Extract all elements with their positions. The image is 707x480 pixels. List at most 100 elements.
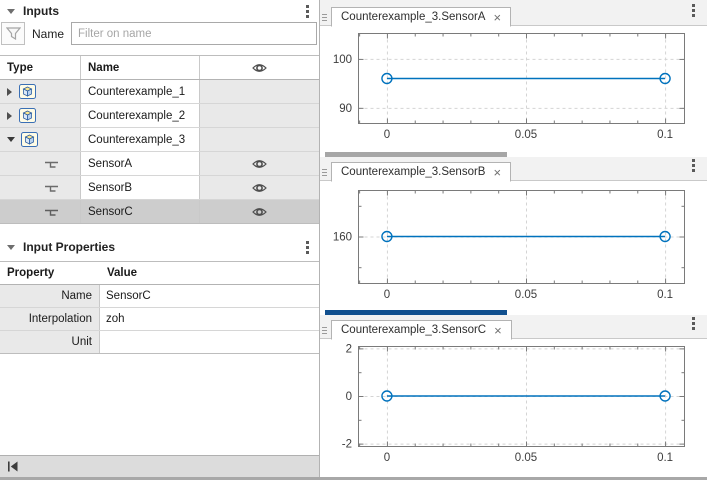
property-value[interactable]: zoh [100, 308, 319, 330]
drag-grip-icon[interactable] [322, 169, 327, 176]
tab-bar: Counterexample_3.SensorB × [320, 156, 707, 182]
expand-arrow-icon[interactable] [7, 111, 12, 120]
eye-icon [252, 183, 267, 192]
svg-text:-2: -2 [342, 439, 352, 451]
plot-pane-sensora: Counterexample_3.SensorA × 0 0.05 0.1 90 100 [320, 0, 707, 152]
plot-pane-sensorc: Counterexample_3.SensorC × 0 0.05 0.1 -2 0 2 [320, 310, 707, 480]
tab-counterexample3-sensora[interactable]: Counterexample_3.SensorA × [331, 7, 512, 27]
property-row-name: Name SensorC [0, 285, 319, 308]
tab-bar: Counterexample_3.SensorA × [320, 0, 707, 27]
svg-text:0: 0 [384, 129, 390, 141]
property-column-header: Property [0, 262, 100, 284]
table-row[interactable]: Counterexample_2 [0, 104, 319, 128]
filter-input[interactable] [71, 22, 317, 45]
expand-arrow-icon[interactable] [7, 87, 12, 96]
skip-to-start-icon[interactable] [7, 461, 19, 472]
tab-counterexample3-sensorb[interactable]: Counterexample_3.SensorB × [331, 162, 512, 182]
inputs-panel-title: Inputs [23, 4, 59, 18]
visibility-column-header[interactable] [200, 56, 319, 79]
svg-text:0: 0 [384, 289, 390, 301]
pane-divider-strip[interactable] [325, 152, 507, 157]
filter-name-label: Name [32, 26, 65, 41]
property-value[interactable]: SensorC [100, 285, 319, 307]
plot-sensorb[interactable]: 0 0.05 0.1 160 [320, 181, 707, 310]
plot-sensorc[interactable]: 0 0.05 0.1 -2 0 2 [320, 339, 707, 480]
filter-funnel-icon [5, 27, 21, 40]
drag-grip-icon[interactable] [322, 14, 327, 21]
tab-label: Counterexample_3.SensorB [341, 166, 486, 178]
input-properties-header: Input Properties [0, 236, 319, 258]
bus-icon [19, 84, 36, 99]
svg-text:0: 0 [346, 391, 352, 403]
window-bottom-edge [0, 477, 707, 480]
table-row[interactable]: SensorA [0, 152, 319, 176]
input-properties-section: Input Properties Property Value Name Sen… [0, 236, 319, 354]
visibility-toggle[interactable] [200, 152, 319, 175]
tab-label: Counterexample_3.SensorC [341, 324, 487, 336]
bus-icon [19, 108, 36, 123]
svg-text:160: 160 [333, 232, 352, 244]
properties-table: Property Value Name SensorC Interpolatio… [0, 261, 319, 354]
signal-icon [45, 209, 58, 216]
kebab-menu-icon[interactable] [689, 1, 698, 20]
plot-pane-sensorb: Counterexample_3.SensorB × 0 0.05 0.1 160 [320, 152, 707, 310]
table-row[interactable]: Counterexample_3 [0, 128, 319, 152]
value-column-header: Value [100, 262, 319, 284]
signal-icon [45, 161, 58, 168]
plot-sensora[interactable]: 0 0.05 0.1 90 100 [320, 26, 707, 152]
svg-text:0.05: 0.05 [515, 452, 537, 464]
tree-header-row: Type Name [0, 56, 319, 80]
table-row-selected[interactable]: SensorC [0, 200, 319, 223]
collapse-arrow-icon[interactable] [7, 137, 15, 142]
svg-text:90: 90 [339, 103, 352, 115]
collapse-arrow-icon[interactable] [7, 8, 15, 14]
kebab-menu-icon[interactable] [689, 156, 698, 175]
tab-bar: Counterexample_3.SensorC × [320, 314, 707, 340]
property-row-unit: Unit [0, 331, 319, 353]
eye-icon [252, 63, 267, 72]
kebab-menu-icon[interactable] [303, 238, 312, 257]
inputs-panel: Inputs Name Type Name [0, 0, 320, 480]
row-name[interactable]: Counterexample_3 [81, 128, 200, 151]
type-column-header[interactable]: Type [0, 56, 81, 79]
svg-text:0.05: 0.05 [515, 129, 537, 141]
properties-header-row: Property Value [0, 262, 319, 285]
svg-text:0.1: 0.1 [657, 452, 673, 464]
table-row[interactable]: SensorB [0, 176, 319, 200]
svg-text:0.1: 0.1 [657, 129, 673, 141]
filter-funnel-button[interactable] [1, 22, 25, 45]
close-icon[interactable]: × [493, 9, 502, 25]
svg-text:2: 2 [346, 343, 352, 355]
name-column-header[interactable]: Name [81, 56, 200, 79]
close-icon[interactable]: × [493, 164, 502, 180]
property-value[interactable] [100, 331, 319, 353]
close-icon[interactable]: × [494, 322, 502, 338]
svg-text:0.1: 0.1 [657, 289, 673, 301]
row-name[interactable]: Counterexample_1 [81, 80, 200, 103]
row-name[interactable]: SensorC [81, 200, 200, 223]
row-name[interactable]: SensorB [81, 176, 200, 199]
svg-text:0.05: 0.05 [515, 289, 537, 301]
property-label: Name [0, 285, 100, 307]
pane-divider-strip-active[interactable] [325, 310, 507, 315]
visibility-toggle[interactable] [200, 176, 319, 199]
inputs-tree-table: Type Name Counterexample_1 [0, 55, 319, 224]
svg-text:0: 0 [384, 452, 390, 464]
eye-icon [252, 207, 267, 216]
plots-panel: Counterexample_3.SensorA × 0 0.05 0.1 90 100… [320, 0, 707, 480]
visibility-toggle[interactable] [200, 200, 319, 223]
inputs-panel-header: Inputs [0, 0, 319, 22]
kebab-menu-icon[interactable] [303, 2, 312, 21]
collapse-arrow-icon[interactable] [7, 244, 15, 250]
tab-label: Counterexample_3.SensorA [341, 11, 486, 23]
property-label: Interpolation [0, 308, 100, 330]
row-name[interactable]: Counterexample_2 [81, 104, 200, 127]
table-row[interactable]: Counterexample_1 [0, 80, 319, 104]
bus-icon [21, 132, 38, 147]
row-name[interactable]: SensorA [81, 152, 200, 175]
timeline-bar [0, 455, 319, 477]
kebab-menu-icon[interactable] [689, 314, 698, 333]
property-label: Unit [0, 331, 100, 353]
tab-counterexample3-sensorc[interactable]: Counterexample_3.SensorC × [331, 320, 512, 340]
drag-grip-icon[interactable] [322, 327, 327, 334]
